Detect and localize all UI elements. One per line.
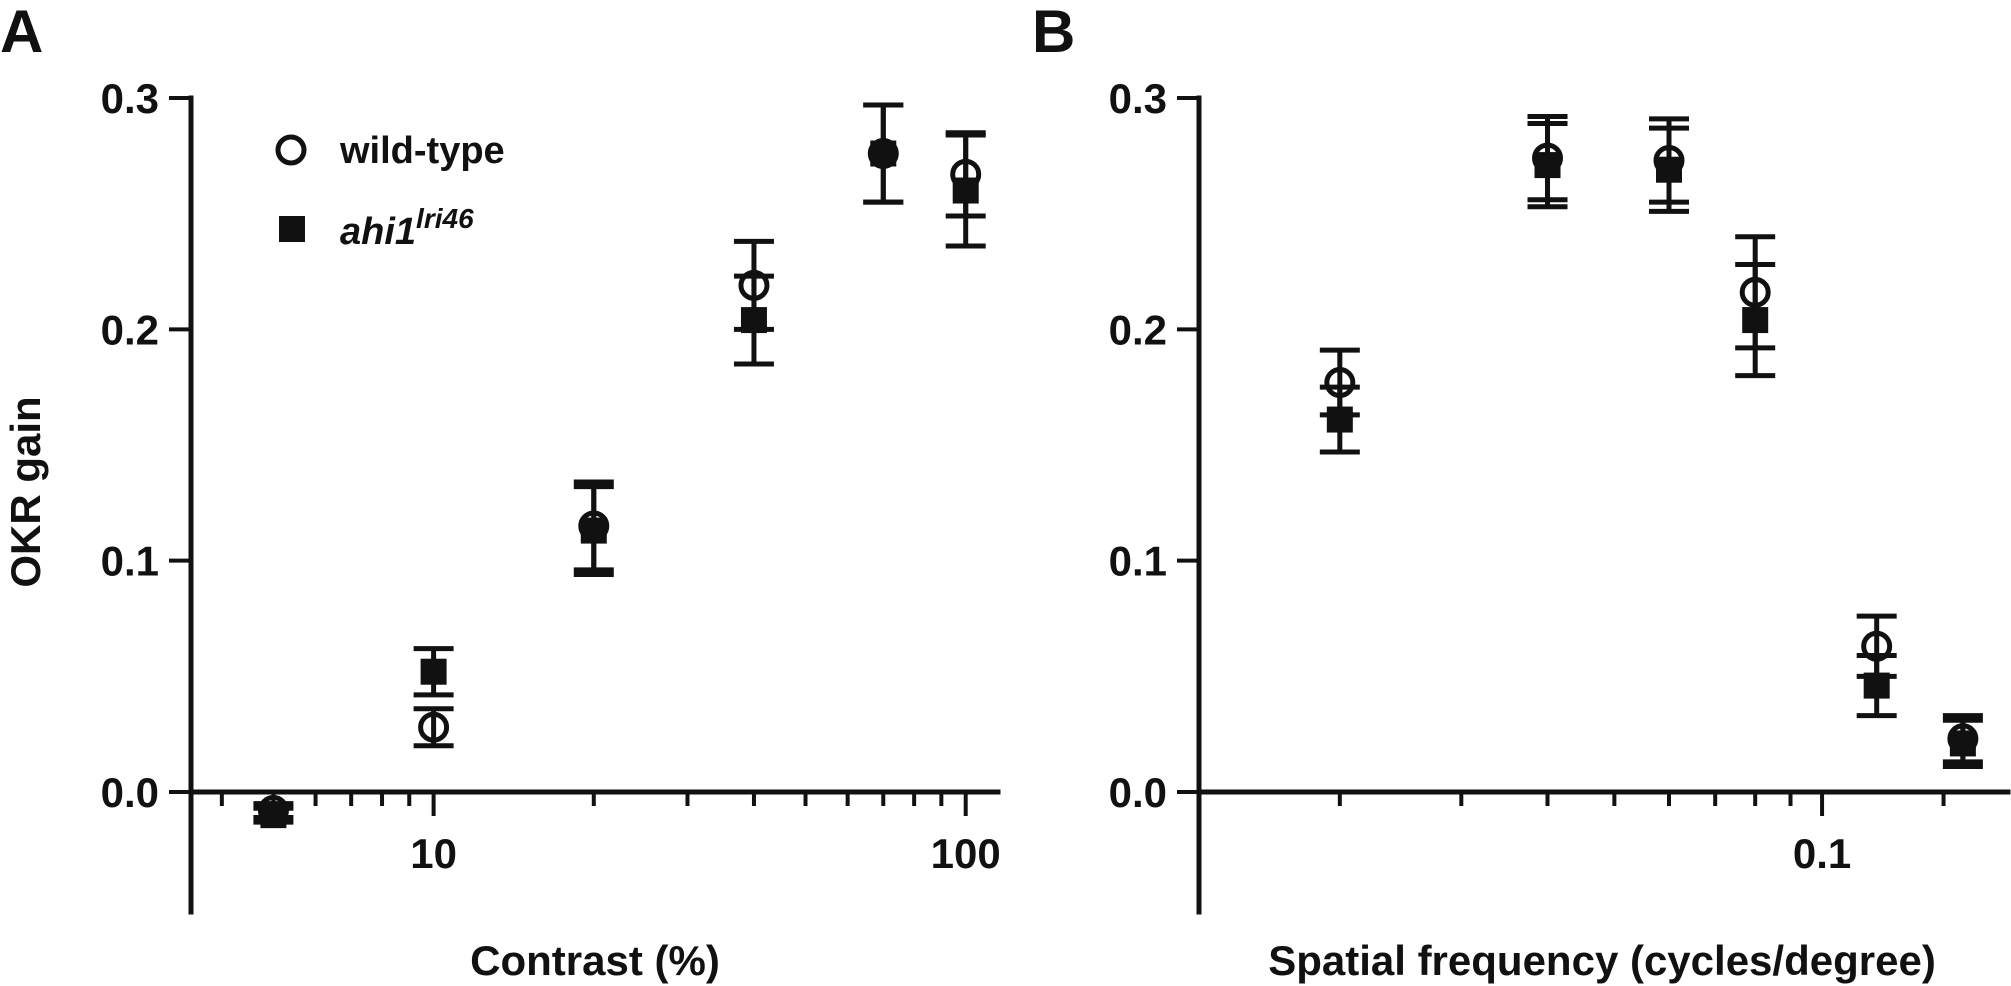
panel-b-point-mutant xyxy=(1534,152,1561,179)
panel-b-axes: 0.0 0.1 0.2 0.3 0.1 xyxy=(1109,75,2011,915)
panel-letter-b: B xyxy=(1032,0,1075,65)
panel-a-y-tick-label: 0.3 xyxy=(101,75,159,122)
panel-b-y-tick-label: 0.2 xyxy=(1109,306,1167,353)
panel-a-x-tick-label: 100 xyxy=(931,830,1001,877)
panel-b-point-mutant xyxy=(1326,406,1353,433)
legend: wild-type ahi1lri46 xyxy=(275,130,505,253)
legend-mutant-name: ahi1 xyxy=(340,211,416,253)
panel-a-y-tick-label: 0.0 xyxy=(101,769,159,816)
panel-b-y-tick-label: 0.0 xyxy=(1109,769,1167,816)
panel-b-point-mutant xyxy=(1949,730,1976,757)
panel-a-point-mutant xyxy=(870,140,897,167)
legend-mutant-marker xyxy=(279,216,305,242)
panel-a-point-mutant xyxy=(740,307,767,334)
panel-a-y-axis-label: OKR gain xyxy=(2,396,49,587)
legend-mutant-allele: lri46 xyxy=(416,203,474,234)
legend-wild-type-marker xyxy=(275,134,307,166)
panel-a-y-tick-label: 0.1 xyxy=(101,538,159,585)
panel-b-point-mutant xyxy=(1656,156,1683,183)
panel-a: A 0.0 0.1 0.2 0.3 10 100 Contrast (%) OKR gai… xyxy=(0,0,1001,984)
panel-b-point-mutant xyxy=(1742,307,1769,334)
panel-a-axes: 0.0 0.1 0.2 0.3 10 100 xyxy=(101,75,1001,915)
legend-mutant-label: ahi1lri46 xyxy=(340,203,474,253)
panel-b-point-mutant xyxy=(1863,672,1890,699)
panel-a-point-mutant xyxy=(420,658,447,685)
panel-b-series-mutant xyxy=(1319,120,1983,770)
panel-a-point-wild-type xyxy=(418,711,450,743)
panel-a-point-mutant xyxy=(952,177,979,204)
panel-b-x-tick-label: 0.1 xyxy=(1793,830,1851,877)
panel-b-y-tick-label: 0.1 xyxy=(1109,538,1167,585)
panel-b-x-axis-label: Spatial frequency (cycles/degree) xyxy=(1268,937,1936,984)
panel-a-point-mutant xyxy=(260,802,287,829)
panel-a-point-mutant xyxy=(580,517,607,544)
panel-a-series-mutant xyxy=(253,102,986,829)
legend-wild-type-label: wild-type xyxy=(339,130,505,172)
panel-b: B 0.0 0.1 0.2 0.3 0.1 Spatial frequency (cyc… xyxy=(1032,0,2011,984)
panel-letter-a: A xyxy=(0,0,43,65)
panel-a-y-tick-label: 0.2 xyxy=(101,306,159,353)
panel-a-x-axis-label: Contrast (%) xyxy=(470,937,720,984)
panel-a-x-tick-label: 10 xyxy=(410,830,457,877)
panel-b-y-tick-label: 0.3 xyxy=(1109,75,1167,122)
